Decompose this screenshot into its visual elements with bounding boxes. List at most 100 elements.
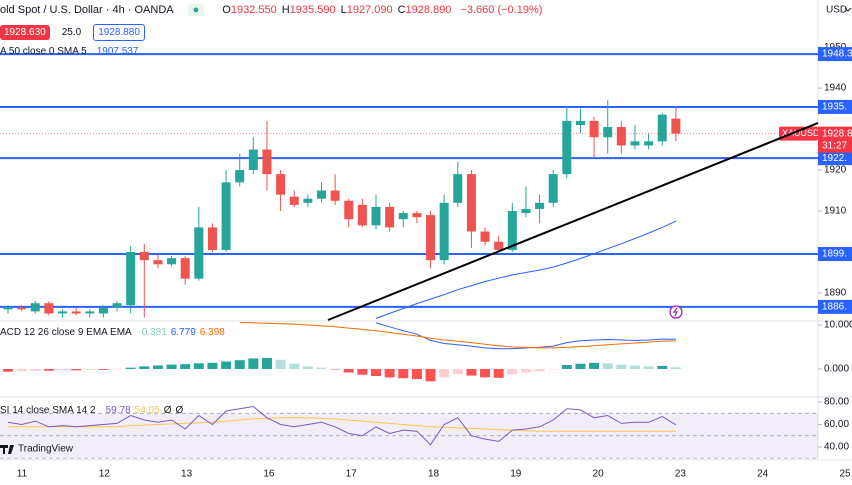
x-tick-label: 12 [99, 469, 111, 480]
y-tick-label: 60.00 [824, 419, 849, 430]
candle-body [562, 120, 572, 175]
candle-body [330, 190, 340, 201]
sma-line [375, 220, 677, 319]
macd-line [375, 322, 676, 350]
level-tag [818, 47, 852, 62]
candle-body [17, 307, 27, 310]
macd-bar [493, 368, 504, 378]
symbol: old Spot / U.S. Dollar · 4h · OANDA [0, 4, 174, 16]
macd-bar [302, 366, 313, 369]
macd-bar [166, 364, 177, 369]
candle-body [603, 127, 613, 138]
ohlc-label: L [340, 4, 347, 16]
x-tick-label: 24 [757, 469, 769, 480]
market-status[interactable]: ● [187, 4, 205, 16]
macd-bar [616, 364, 627, 369]
macd-bar [207, 362, 218, 369]
candle-body [139, 251, 149, 261]
macd-bar [371, 368, 382, 377]
macd-bar [575, 363, 586, 369]
candle-body [85, 311, 95, 314]
macd-bar [398, 368, 409, 379]
level-tag [818, 247, 852, 262]
currency-caret [844, 7, 852, 12]
ohlc-value: 1932.550 [230, 4, 277, 16]
header-row: old Spot / U.S. Dollar · 4h · OANDA ● O1… [0, 4, 542, 16]
candle-body [439, 202, 449, 261]
candle-body [494, 241, 504, 250]
macd-bar [152, 365, 163, 369]
candle-body [480, 231, 490, 242]
level-label: 1935. [822, 102, 847, 113]
macd-bar [480, 368, 491, 378]
macd-bar [425, 368, 436, 382]
candle-body [671, 118, 681, 134]
macd-bar [520, 368, 531, 373]
candle-body [153, 260, 163, 265]
candle-body [248, 149, 258, 171]
ohlc-value: 1935.590 [289, 4, 336, 16]
candle-body [412, 213, 422, 218]
macd-bar [629, 365, 640, 369]
candle-body [207, 227, 217, 250]
hist-value: 0.381 [141, 327, 167, 338]
ohlc-label: O [222, 4, 231, 16]
logo-icon [0, 445, 14, 454]
macd-bar [602, 363, 613, 369]
macd-bar [657, 365, 668, 369]
currency[interactable]: USD [826, 5, 847, 16]
macd-bar [452, 368, 463, 375]
x-tick-label: 25 [839, 469, 851, 480]
candle-body [548, 174, 558, 203]
candle-body [426, 215, 436, 261]
rsi-extra: Ø [163, 405, 172, 416]
macd-legend: ACD 12 26 close 9 EMA EMA 0.381 6.779 6.… [0, 327, 225, 338]
macd-bar [84, 368, 95, 370]
y-tick-label: 1940 [824, 83, 847, 94]
y-tick-label: 1920 [824, 165, 847, 176]
ohlc-label: C [397, 4, 406, 16]
macd-bar [275, 359, 286, 369]
level-label: 1922. [822, 153, 847, 164]
candle-body [276, 174, 286, 195]
candle-body [589, 120, 599, 138]
macd-bar [561, 365, 572, 369]
buy-button[interactable]: 1928.880 [93, 24, 145, 41]
sell-button[interactable]: 1928.630 [0, 25, 50, 40]
candle-body [385, 206, 395, 228]
candle-body [71, 311, 81, 314]
trade-row: 1928.630 25.0 1928.880 [0, 24, 145, 41]
macd-bar [180, 364, 191, 369]
macd-bar [670, 367, 681, 369]
candle-body [630, 141, 640, 146]
candle-body [98, 307, 108, 314]
macd-bar [357, 368, 368, 375]
macd-bar [221, 361, 232, 369]
candle-body [453, 174, 463, 203]
rsi-name: SI 14 close SMA 14 2 [0, 405, 96, 416]
candle-body [126, 251, 136, 306]
macd-name: ACD 12 26 close 9 EMA EMA [0, 327, 132, 338]
candle-body [112, 303, 122, 308]
candle-body [616, 127, 626, 146]
macd-bar [343, 368, 354, 373]
macd-bar [411, 368, 422, 380]
y-tick-label: 10.000 [824, 320, 852, 331]
candle-body [262, 149, 272, 175]
macd-bar [289, 363, 300, 369]
change: −3.660 (−0.19%) [460, 4, 543, 16]
candle-body [644, 141, 654, 146]
candle-body [221, 182, 231, 250]
symbol-tag-label: XAUUSD [782, 128, 820, 138]
macd-bar [125, 367, 136, 369]
level-tag [818, 151, 852, 166]
x-tick-label: 17 [346, 469, 358, 480]
ohlc-label: H [281, 4, 290, 16]
candle-body [316, 190, 326, 199]
candle-body [371, 206, 381, 226]
ohlc: O1932.550 H1935.590 L1927.090 C1928.890 [222, 4, 456, 16]
x-tick-label: 23 [675, 469, 687, 480]
candle-body [180, 258, 190, 279]
macd-bar [643, 366, 654, 369]
symbol-tag [779, 126, 818, 141]
